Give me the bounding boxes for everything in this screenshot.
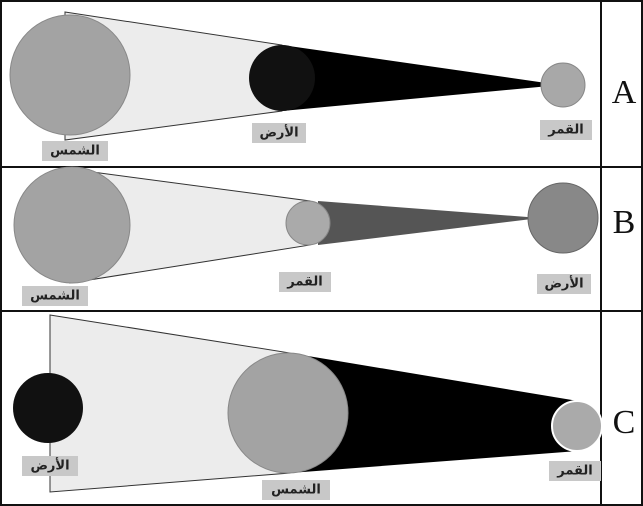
sun: [9, 14, 131, 136]
body-label: القمر: [286, 275, 323, 290]
moon: [285, 200, 331, 246]
row-letter: A: [612, 74, 637, 111]
label-bg: [262, 480, 330, 500]
body-label: الأرض: [30, 457, 69, 474]
body-label: القمر: [556, 464, 593, 479]
body-label: الأرض: [259, 124, 298, 141]
sun: [227, 352, 349, 474]
earth: [13, 373, 83, 443]
label-bg: [22, 456, 78, 476]
sun: [13, 166, 131, 284]
earth: [249, 45, 315, 111]
shadow-cone: [318, 201, 540, 245]
earth: [527, 182, 599, 254]
body-label: القمر: [547, 123, 584, 138]
row-c: الأرض الشمس القمر C: [13, 314, 636, 500]
body-label: الشمس: [50, 144, 100, 159]
body-label: الأرض: [544, 275, 583, 292]
shadow-cone: [282, 45, 560, 111]
row-letter: C: [613, 404, 636, 441]
label-bg: [537, 274, 591, 294]
label-bg: [540, 120, 592, 140]
moon: [551, 400, 603, 452]
label-bg: [22, 286, 88, 306]
label-bg: [549, 461, 601, 481]
label-bg: [279, 272, 331, 292]
row-letter: B: [613, 204, 636, 241]
shadow-cone: [290, 353, 578, 473]
body-label: الشمس: [271, 483, 321, 498]
row-b: الشمس القمر الأرض B: [13, 166, 636, 306]
label-bg: [42, 141, 108, 161]
row-a: الشمس الأرض القمر A: [9, 11, 637, 161]
body-label: الشمس: [30, 289, 80, 304]
moon: [540, 62, 586, 108]
label-bg: [252, 123, 306, 143]
